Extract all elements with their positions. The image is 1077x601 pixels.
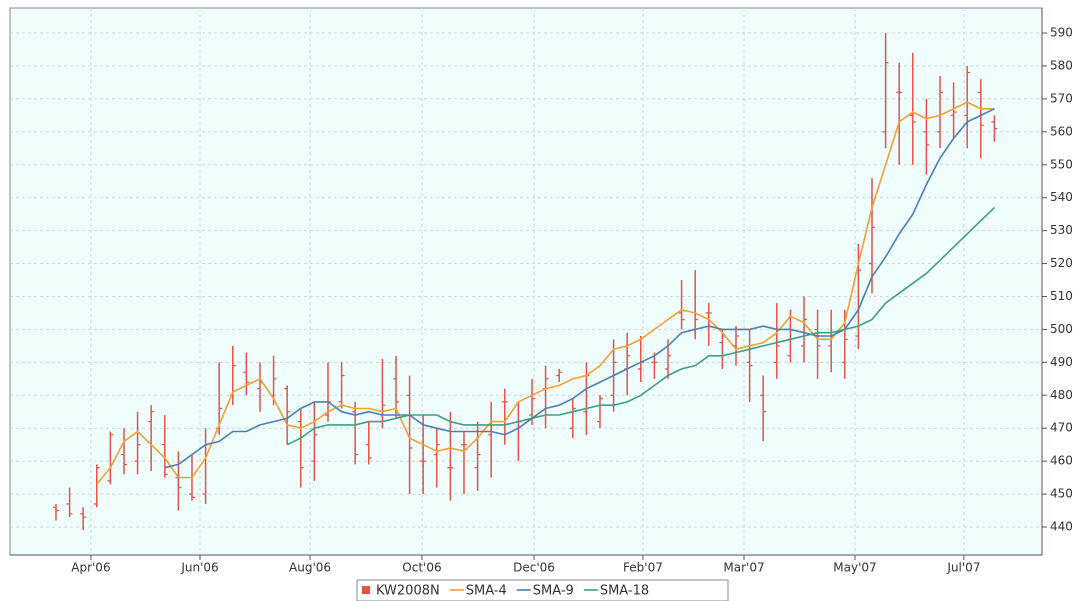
legend-label: SMA-9 bbox=[533, 584, 574, 599]
y-tick-label: 530 bbox=[1050, 223, 1073, 237]
sma-line bbox=[286, 207, 995, 446]
x-tick-label: Feb'07 bbox=[623, 561, 663, 575]
y-tick-label: 520 bbox=[1050, 256, 1073, 270]
y-tick-label: 460 bbox=[1050, 454, 1073, 468]
y-tick-label: 540 bbox=[1050, 190, 1073, 204]
y-tick-label: 470 bbox=[1050, 421, 1073, 435]
y-tick-label: 560 bbox=[1050, 124, 1073, 138]
y-tick-label: 450 bbox=[1050, 487, 1073, 501]
x-tick-label: May'07 bbox=[833, 561, 876, 575]
legend-label: SMA-18 bbox=[600, 584, 649, 599]
y-tick-label: 590 bbox=[1050, 26, 1073, 40]
sma-line bbox=[96, 101, 995, 485]
legend-swatch bbox=[362, 586, 370, 594]
x-tick-label: Jul'07 bbox=[946, 561, 980, 575]
x-tick-label: Jun'06 bbox=[180, 561, 218, 575]
y-tick-label: 550 bbox=[1050, 157, 1073, 171]
y-tick-label: 480 bbox=[1050, 388, 1073, 402]
x-tick-label: Mar'07 bbox=[723, 561, 764, 575]
legend-label: KW2008N bbox=[376, 584, 440, 599]
x-tick-label: Oct'06 bbox=[402, 561, 441, 575]
y-tick-label: 580 bbox=[1050, 58, 1073, 72]
x-tick-label: Dec'06 bbox=[513, 561, 555, 575]
y-tick-label: 570 bbox=[1050, 91, 1073, 105]
legend bbox=[356, 579, 729, 601]
sma-line bbox=[164, 108, 995, 469]
y-tick-label: 440 bbox=[1050, 520, 1073, 534]
x-tick-label: Apr'06 bbox=[71, 561, 110, 575]
y-tick-label: 500 bbox=[1050, 322, 1073, 336]
y-tick-label: 490 bbox=[1050, 355, 1073, 369]
y-tick-label: 510 bbox=[1050, 289, 1073, 303]
x-tick-label: Aug'06 bbox=[289, 561, 331, 575]
legend-label: SMA-4 bbox=[466, 584, 507, 599]
